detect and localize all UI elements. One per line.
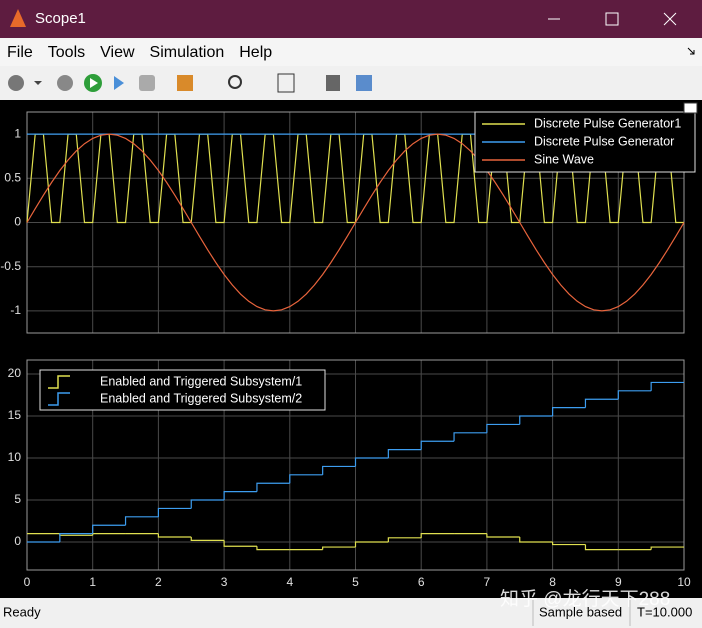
legend-label: Enabled and Triggered Subsystem/1	[100, 374, 302, 388]
toolbar	[0, 66, 702, 100]
x-tick-label: 0	[24, 575, 31, 589]
step-segment	[223, 491, 257, 501]
step-segment	[420, 533, 455, 538]
menu-item[interactable]: View	[100, 44, 135, 61]
autoscale-button[interactable]	[277, 73, 295, 93]
y-tick-label: 15	[8, 408, 22, 422]
watermark: 知乎 @龙行天下288	[500, 588, 670, 610]
step-segment	[453, 432, 487, 442]
trigger-button[interactable]	[326, 75, 340, 91]
x-tick-label: 7	[484, 575, 491, 589]
y-tick-label: -0.5	[0, 259, 21, 273]
x-tick-label: 5	[352, 575, 359, 589]
app-icon	[10, 9, 26, 27]
y-tick-label: 10	[8, 450, 22, 464]
step-segment	[157, 507, 192, 517]
axes-box	[26, 359, 685, 571]
zoom-button[interactable]	[228, 75, 242, 89]
toolbar-icons	[8, 73, 372, 93]
legend-label: Discrete Pulse Generator	[534, 134, 674, 148]
x-tick-label: 8	[549, 575, 556, 589]
y-tick-label: -1	[10, 303, 21, 317]
series-line	[26, 133, 685, 312]
step-segment	[387, 449, 422, 459]
step-segment	[486, 423, 520, 433]
legend-box	[39, 369, 326, 411]
y-tick-label: 5	[14, 492, 21, 506]
step-segment	[190, 536, 225, 541]
x-tick-label: 6	[418, 575, 425, 589]
step-segment	[157, 533, 192, 538]
run-icon	[90, 78, 98, 88]
window-title: Scope1	[35, 10, 86, 27]
title-bar	[0, 0, 702, 38]
dropdown[interactable]	[34, 81, 42, 85]
step-segment	[124, 516, 159, 526]
step-segment	[486, 533, 520, 538]
step-segment	[420, 440, 455, 450]
menu-item[interactable]: Tools	[48, 44, 85, 61]
step-segment	[92, 524, 126, 534]
step-segment	[289, 474, 323, 484]
step-segment	[322, 465, 356, 475]
highlight-button[interactable]	[177, 75, 193, 91]
step-segment	[617, 390, 652, 400]
step-segment	[354, 541, 389, 548]
y-tick-label: 1	[14, 126, 21, 140]
close-button[interactable]	[663, 12, 677, 26]
step-segment	[322, 546, 356, 550]
legend-label: Sine Wave	[534, 152, 594, 166]
legend-label: Enabled and Triggered Subsystem/2	[100, 391, 302, 405]
step-segment	[223, 540, 257, 547]
x-tick-label: 1	[89, 575, 96, 589]
step-segment	[552, 542, 586, 546]
status-time: T=10.000	[637, 604, 692, 619]
status-bar	[0, 598, 702, 628]
maximize-button[interactable]	[605, 12, 619, 26]
measure-button[interactable]	[356, 75, 372, 91]
legend-swatch	[48, 392, 70, 406]
step-segment	[584, 398, 619, 408]
menu-item[interactable]: Simulation	[150, 44, 225, 61]
x-tick-label: 9	[615, 575, 622, 589]
menu-bar	[0, 38, 702, 66]
x-tick-label: 10	[677, 575, 691, 589]
y-tick-label: 0.5	[4, 170, 21, 184]
undock-icon[interactable]	[687, 47, 695, 55]
y-tick-label: 0	[14, 215, 21, 229]
x-tick-label: 2	[155, 575, 162, 589]
step-segment	[256, 546, 290, 551]
step-segment	[650, 381, 684, 391]
step-forward-button[interactable]	[114, 76, 124, 90]
menu-item[interactable]: File	[7, 44, 33, 61]
legend-toggle[interactable]	[683, 102, 698, 114]
step-segment	[387, 537, 422, 543]
x-tick-label: 4	[286, 575, 293, 589]
step-segment	[354, 457, 389, 467]
step-segment	[256, 482, 290, 492]
settings-button[interactable]	[8, 75, 24, 91]
legend-label: Discrete Pulse Generator1	[534, 116, 681, 130]
step-segment	[190, 499, 225, 509]
step-segment	[519, 536, 553, 543]
menu-item[interactable]: Help	[239, 44, 272, 61]
x-tick-label: 3	[221, 575, 228, 589]
legend-swatch	[48, 375, 70, 389]
step-segment	[584, 544, 619, 551]
status-mode: Sample based	[539, 604, 622, 619]
step-segment	[552, 407, 586, 417]
y-tick-label: 0	[14, 534, 21, 548]
status-text: Ready	[3, 604, 41, 619]
y-tick-label: 20	[8, 366, 22, 380]
plot-area	[0, 100, 702, 598]
step-back-button[interactable]	[57, 75, 73, 91]
stop-button[interactable]	[139, 75, 155, 91]
step-segment	[519, 415, 553, 425]
step-segment	[650, 546, 684, 550]
step-segment	[59, 533, 93, 543]
